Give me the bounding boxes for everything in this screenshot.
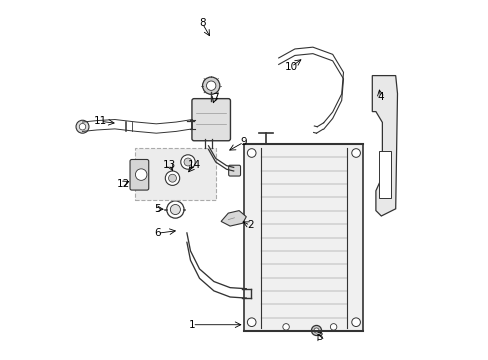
Circle shape [311, 325, 321, 336]
Circle shape [206, 81, 215, 90]
Circle shape [166, 201, 183, 218]
Circle shape [282, 324, 289, 330]
Circle shape [351, 149, 360, 157]
Circle shape [351, 318, 360, 327]
Circle shape [135, 169, 146, 180]
Text: 12: 12 [117, 179, 130, 189]
Text: 5: 5 [154, 204, 161, 214]
Circle shape [247, 149, 256, 157]
Circle shape [170, 204, 180, 215]
Circle shape [183, 158, 192, 166]
Polygon shape [221, 211, 246, 226]
Circle shape [168, 174, 176, 182]
Circle shape [76, 120, 89, 133]
Circle shape [202, 77, 220, 94]
Bar [378, 151, 390, 198]
Polygon shape [371, 76, 397, 216]
Text: 13: 13 [163, 159, 176, 170]
Text: 1: 1 [188, 320, 195, 330]
Text: 2: 2 [246, 220, 253, 230]
Text: 11: 11 [94, 116, 107, 126]
Text: 14: 14 [188, 159, 201, 170]
Text: 6: 6 [154, 228, 161, 238]
Text: 8: 8 [199, 18, 205, 28]
Circle shape [181, 155, 195, 169]
Circle shape [165, 171, 179, 185]
FancyBboxPatch shape [244, 144, 363, 331]
FancyBboxPatch shape [130, 159, 148, 190]
Circle shape [79, 123, 85, 130]
FancyBboxPatch shape [134, 148, 215, 200]
FancyBboxPatch shape [228, 165, 240, 176]
Text: 3: 3 [315, 332, 322, 342]
FancyBboxPatch shape [192, 99, 230, 141]
Circle shape [330, 324, 336, 330]
Circle shape [247, 318, 256, 327]
Circle shape [313, 328, 318, 333]
Text: 10: 10 [284, 62, 297, 72]
Text: 7: 7 [211, 93, 218, 103]
Text: 9: 9 [240, 137, 246, 147]
Text: 4: 4 [377, 92, 383, 102]
